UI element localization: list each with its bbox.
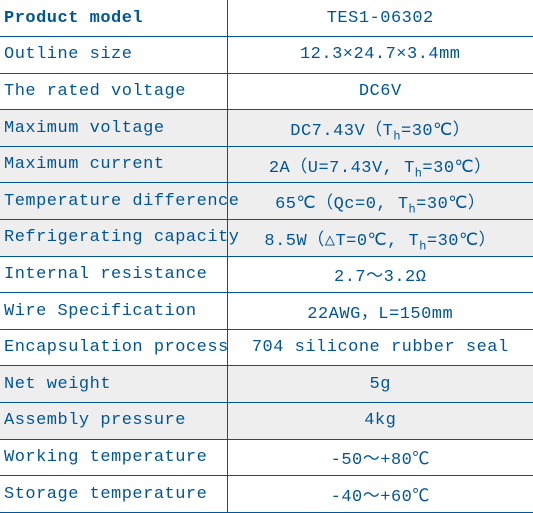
spec-value: 4kg bbox=[227, 403, 533, 440]
table-row: Assembly pressure4kg bbox=[0, 403, 533, 440]
table-row: Refrigerating capacity8.5W（△T=0℃, Th=30℃… bbox=[0, 220, 533, 257]
spec-label: The rated voltage bbox=[0, 73, 227, 110]
spec-table: Product modelTES1-06302Outline size12.3×… bbox=[0, 0, 533, 513]
table-row: Encapsulation process704 silicone rubber… bbox=[0, 329, 533, 366]
spec-value: 22AWG，L=150mm bbox=[227, 293, 533, 330]
spec-table-body: Product modelTES1-06302Outline size12.3×… bbox=[0, 0, 533, 512]
table-row: Maximum voltageDC7.43V（Th=30℃） bbox=[0, 110, 533, 147]
spec-value: 8.5W（△T=0℃, Th=30℃） bbox=[227, 220, 533, 257]
spec-label: Maximum voltage bbox=[0, 110, 227, 147]
spec-label: Assembly pressure bbox=[0, 403, 227, 440]
spec-value: TES1-06302 bbox=[227, 0, 533, 37]
spec-label: Internal resistance bbox=[0, 256, 227, 293]
spec-label: Working temperature bbox=[0, 439, 227, 476]
spec-label: Net weight bbox=[0, 366, 227, 403]
spec-label: Storage temperature bbox=[0, 476, 227, 513]
spec-label: Wire Specification bbox=[0, 293, 227, 330]
table-row: Net weight5g bbox=[0, 366, 533, 403]
spec-label: Encapsulation process bbox=[0, 329, 227, 366]
spec-label: Outline size bbox=[0, 37, 227, 74]
spec-value: -50～+80℃ bbox=[227, 439, 533, 476]
table-row: Storage temperature-40～+60℃ bbox=[0, 476, 533, 513]
table-row: Product modelTES1-06302 bbox=[0, 0, 533, 37]
table-row: Internal resistance2.7～3.2Ω bbox=[0, 256, 533, 293]
spec-value: 65℃（Qc=0, Th=30℃） bbox=[227, 183, 533, 220]
spec-label: Product model bbox=[0, 0, 227, 37]
spec-value: 2A（U=7.43V, Th=30℃） bbox=[227, 146, 533, 183]
table-row: Outline size12.3×24.7×3.4mm bbox=[0, 37, 533, 74]
spec-label: Maximum current bbox=[0, 146, 227, 183]
table-row: The rated voltageDC6V bbox=[0, 73, 533, 110]
table-row: Wire Specification22AWG，L=150mm bbox=[0, 293, 533, 330]
table-row: Maximum current2A（U=7.43V, Th=30℃） bbox=[0, 146, 533, 183]
spec-value: 5g bbox=[227, 366, 533, 403]
table-row: Working temperature-50～+80℃ bbox=[0, 439, 533, 476]
spec-label: Refrigerating capacity bbox=[0, 220, 227, 257]
spec-value: 704 silicone rubber seal bbox=[227, 329, 533, 366]
spec-value: 12.3×24.7×3.4mm bbox=[227, 37, 533, 74]
spec-label: Temperature difference bbox=[0, 183, 227, 220]
spec-value: 2.7～3.2Ω bbox=[227, 256, 533, 293]
spec-value: -40～+60℃ bbox=[227, 476, 533, 513]
spec-value: DC7.43V（Th=30℃） bbox=[227, 110, 533, 147]
table-row: Temperature difference65℃（Qc=0, Th=30℃） bbox=[0, 183, 533, 220]
spec-value: DC6V bbox=[227, 73, 533, 110]
